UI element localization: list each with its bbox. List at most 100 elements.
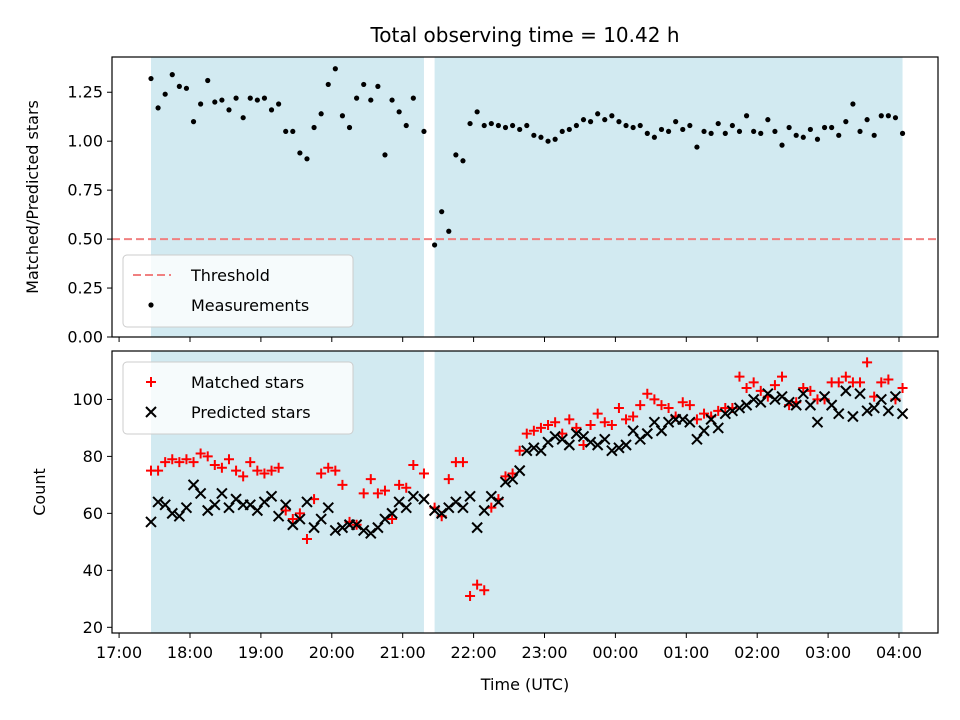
measurement-point [793,132,799,138]
matched-point [231,465,242,476]
predicted-point [386,507,398,520]
matched-point [897,383,908,394]
measurement-point [318,111,324,117]
measurement-point [630,124,636,131]
matched-point [408,459,419,470]
measurement-point [531,132,537,138]
measurement-point [829,124,835,131]
matched-point [365,474,376,485]
predicted-point [648,416,661,428]
measurement-point [421,128,427,135]
predicted-point [889,390,902,403]
matched-point [741,383,752,394]
measurement-point [403,122,409,129]
measurement-point [517,126,523,133]
legend-matched-marker [146,377,156,387]
measurement-point [616,119,622,125]
measurement-point [765,117,771,123]
predicted-point [428,504,441,517]
matched-point [174,457,185,468]
measurement-point [339,113,346,119]
ratio-y-tick-label: 0.50 [67,230,103,249]
predicted-point [294,513,306,525]
predicted-point [251,504,264,517]
matched-point [798,383,809,394]
measurement-point [361,81,367,88]
measurement-point [254,97,260,103]
measurement-point [439,209,445,215]
matched-point [684,400,695,411]
matched-point [585,420,596,431]
measurement-point [878,113,884,119]
count-frame [111,350,939,634]
measurement-point [637,122,643,129]
measurement-point [566,126,572,133]
matched-point [592,408,603,419]
predicted-point [152,496,164,508]
measurement-point [169,72,175,78]
measurement-point [545,138,551,144]
matched-point [550,417,561,428]
measurement-point [226,107,232,113]
matched-point [443,474,454,485]
x-tick-label: 17:00 [96,643,142,662]
matched-point [862,357,873,368]
predicted-point [418,493,430,505]
predicted-point [712,422,724,434]
predicted-point [549,430,561,443]
predicted-point [223,501,235,514]
matched-point [287,514,298,525]
predicted-point [783,396,795,408]
predicted-point [265,490,278,502]
count-series-0 [145,357,908,601]
predicted-point [499,476,512,488]
matched-point [635,400,646,411]
measurement-point [382,152,388,158]
measurement-point [375,83,381,89]
matched-point [273,462,284,473]
predicted-point [811,416,824,428]
measurement-point [658,126,665,133]
matched-point [528,425,539,436]
count-legend: Matched stars Predicted stars [122,361,354,435]
measurement-point [332,66,338,72]
predicted-point [173,510,186,522]
matched-point [543,420,554,431]
matched-point [195,448,206,459]
matched-point [833,377,844,388]
measurement-point [814,136,821,142]
matched-point [642,388,653,399]
predicted-point [209,499,221,511]
legend-label: Matched stars [191,373,304,392]
predicted-point [570,427,583,440]
x-axis-label: Time (UTC) [480,675,569,694]
predicted-point [492,496,505,508]
count-y-tick-label: 40 [83,561,103,580]
measurement-point [857,128,863,135]
measurement-point [240,115,246,121]
measurement-point [800,134,806,140]
predicted-point [216,487,228,500]
predicted-point [875,393,887,406]
predicted-point [882,405,895,417]
measurement-point [325,81,331,88]
matched-point [649,394,660,405]
matched-point [465,590,476,601]
measurement-point [850,101,856,107]
predicted-point [407,490,420,502]
measurement-point [736,128,743,135]
ratio-legend: Threshold Measurements [122,254,354,328]
predicted-point [301,496,313,508]
matched-point [769,380,780,391]
predicted-point [747,393,760,406]
ratio-y-tick-label: 0.25 [67,279,103,298]
measurement-point [665,128,672,135]
measurement-point [758,130,764,136]
measurement-point [786,124,792,131]
measurement-point [368,97,374,103]
count-y-axis-label: Count [30,468,49,516]
measurement-point [410,95,416,101]
predicted-point [471,521,483,534]
ratio-y-tick-label: 0.75 [67,181,103,200]
measurement-point [651,134,657,140]
